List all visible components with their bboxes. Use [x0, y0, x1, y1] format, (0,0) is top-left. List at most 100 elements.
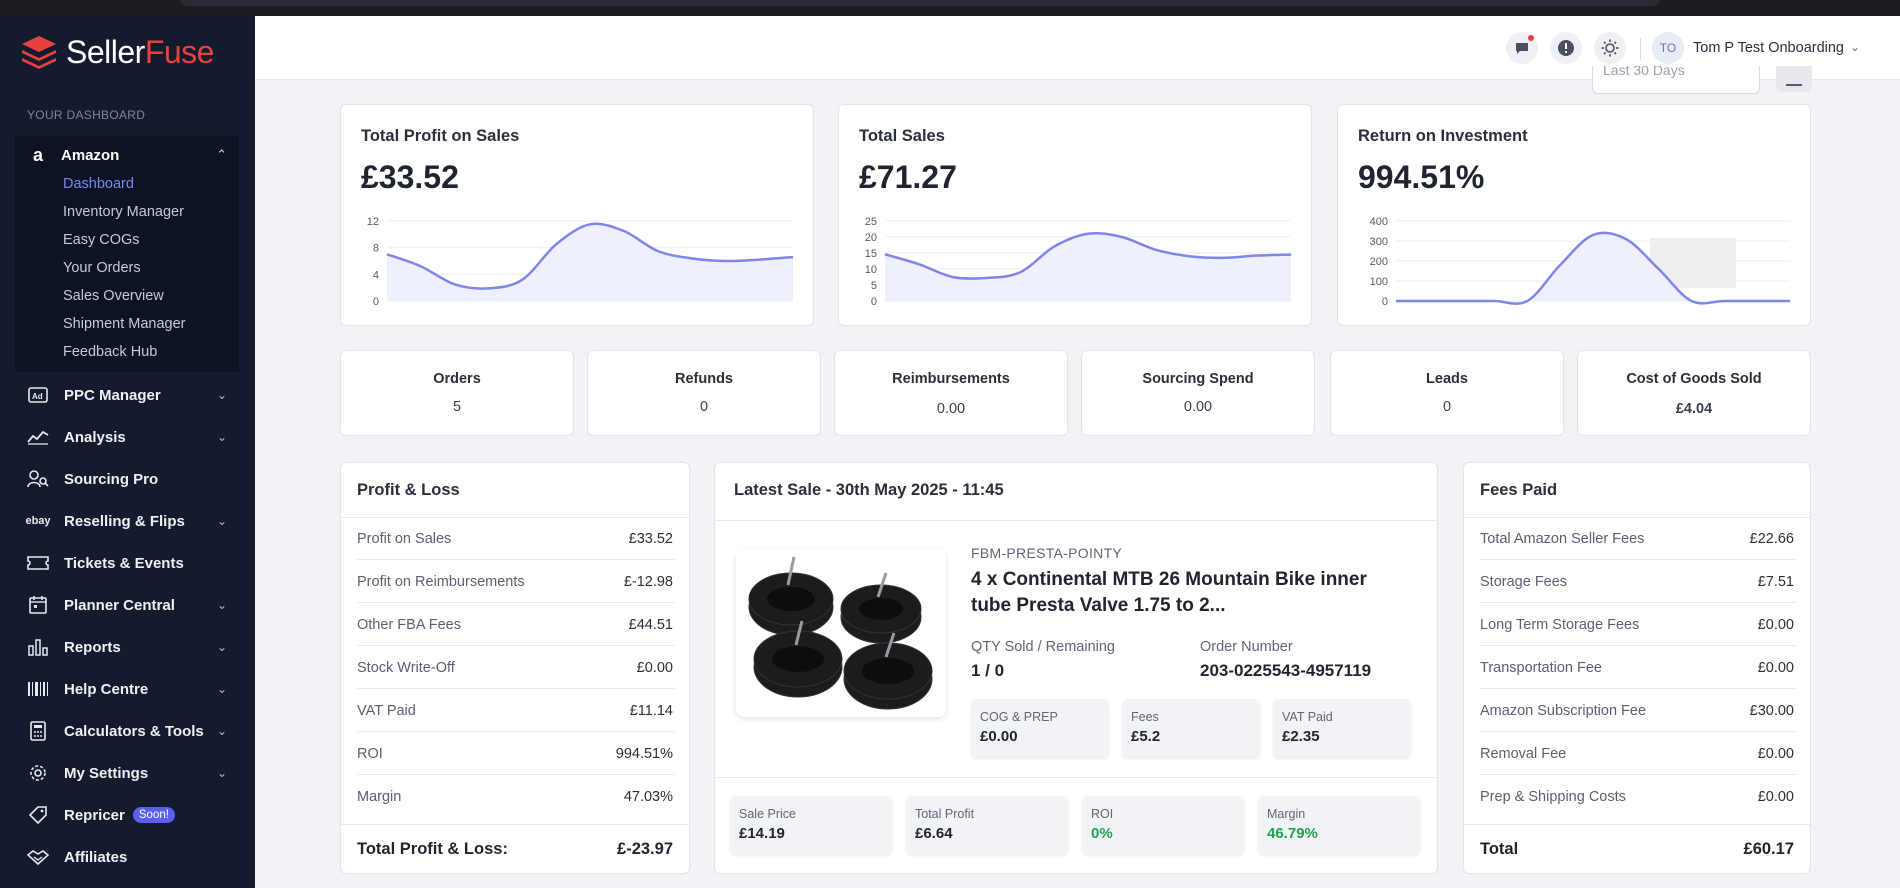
sidebar-item-repricer[interactable]: Repricer Soon! — [0, 796, 255, 834]
sidebar-item-reports[interactable]: Reports ⌄ — [0, 628, 255, 666]
y-tick-label: 10 — [865, 264, 877, 276]
user-name[interactable]: Tom P Test Onboarding — [1693, 40, 1844, 56]
top-header: TO Tom P Test Onboarding ⌄ — [255, 16, 1900, 80]
sidebar-subitem-inventory-manager[interactable]: Inventory Manager — [63, 204, 184, 220]
y-tick-label: 5 — [871, 280, 877, 292]
roi-chart-card: Return on Investment 994.51% 0 100 200 300 4… — [1337, 104, 1811, 326]
card-title: Total Sales — [859, 127, 945, 145]
roi-chart: 0 100 200 300 400 — [1370, 216, 1790, 308]
sidebar-item-help-centre[interactable]: Help Centre ⌄ — [0, 670, 255, 708]
sidebar-subitem-dashboard[interactable]: Dashboard — [63, 176, 134, 192]
card-value: 994.51% — [1358, 159, 1485, 195]
chevron-down-icon: ⌄ — [216, 514, 227, 528]
sidebar-item-tickets-events[interactable]: Tickets & Events — [0, 544, 255, 582]
chevron-down-icon: ⌄ — [216, 598, 227, 612]
calculator-icon — [26, 721, 50, 741]
gear-icon — [26, 763, 50, 783]
section-label: YOUR DASHBOARD — [27, 108, 146, 122]
avatar[interactable]: TO — [1652, 32, 1684, 64]
sidebar-item-amazon[interactable]: a Amazon ⌃ — [15, 136, 239, 174]
chevron-down-icon: ⌄ — [216, 430, 227, 444]
chevron-down-icon: ⌄ — [216, 682, 227, 696]
chevron-down-icon: ⌄ — [216, 766, 227, 780]
amazon-menu: a Amazon ⌃ Dashboard Inventory Manager E… — [15, 136, 239, 372]
y-tick-label: 8 — [373, 243, 379, 255]
product-name[interactable]: 4 x Continental MTB 26 Mountain Bike inn… — [971, 569, 1367, 616]
y-tick-label: 100 — [1370, 276, 1388, 288]
stat-refunds: Refunds 0 — [587, 350, 821, 436]
panel-title: Latest Sale - 30th May 2025 - 11:45 — [734, 481, 1004, 499]
sidebar-subitem-feedback-hub[interactable]: Feedback Hub — [63, 344, 158, 360]
y-tick-label: 0 — [871, 296, 877, 308]
qty-label: QTY Sold / Remaining — [971, 639, 1115, 655]
sidebar: SellerFuse YOUR DASHBOARD a Amazon ⌃ Das… — [0, 16, 255, 888]
alert-icon[interactable] — [1550, 32, 1582, 64]
cog-prep-box: COG & PREP £0.00 — [971, 699, 1109, 757]
barcode-icon — [26, 681, 50, 697]
chevron-down-icon: ⌄ — [216, 640, 227, 654]
stat-reimbursements: Reimbursements 0.00 — [834, 350, 1068, 436]
sidebar-item-analysis[interactable]: Analysis ⌄ — [0, 418, 255, 456]
margin-box: Margin 46.79% — [1258, 796, 1420, 854]
fees-paid-panel: Fees Paid Total Amazon Seller Fees £22.66… — [1463, 462, 1811, 874]
profit-chart: 0 4 8 12 — [367, 216, 794, 308]
chevron-down-icon: ⌄ — [216, 724, 227, 738]
fees-box: Fees £5.2 — [1122, 699, 1260, 757]
svg-text:Ad: Ad — [32, 392, 43, 401]
chevron-up-icon: ⌃ — [216, 147, 227, 162]
y-tick-label: 20 — [865, 232, 877, 244]
period-select[interactable]: Last 30 Days — [1592, 66, 1760, 94]
area-fill — [387, 223, 793, 301]
sidebar-subitem-shipment-manager[interactable]: Shipment Manager — [63, 316, 186, 332]
sidebar-subitem-easy-cogs[interactable]: Easy COGs — [63, 232, 140, 248]
product-image[interactable] — [736, 549, 946, 717]
logo-text: SellerFuse — [66, 33, 214, 70]
chevron-down-icon: ⌄ — [216, 388, 227, 402]
total-profit-box: Total Profit £6.64 — [906, 796, 1068, 854]
tag-icon — [26, 805, 50, 825]
chat-icon[interactable] — [1506, 32, 1538, 64]
order-number-value[interactable]: 203-0225543-4957119 — [1200, 661, 1372, 680]
y-tick-label: 12 — [367, 216, 379, 228]
product-sku: FBM-PRESTA-POINTY — [971, 545, 1123, 561]
users-search-icon — [26, 469, 50, 489]
chevron-down-icon[interactable]: ⌄ — [1850, 40, 1861, 54]
y-tick-label: 300 — [1370, 236, 1388, 248]
panel-title: Profit & Loss — [357, 481, 460, 499]
trend-icon — [26, 429, 50, 445]
soon-badge: Soon! — [132, 807, 175, 823]
sale-price-box: Sale Price £14.19 — [730, 796, 892, 854]
sidebar-item-affiliates[interactable]: Affiliates — [0, 838, 255, 876]
sidebar-subitem-sales-overview[interactable]: Sales Overview — [63, 288, 164, 304]
y-tick-label: 4 — [373, 269, 379, 281]
order-number-label: Order Number — [1200, 639, 1293, 655]
qty-value: 1 / 0 — [971, 661, 1005, 680]
stat-cogs: Cost of Goods Sold £4.04 — [1577, 350, 1811, 436]
latest-sale-panel: Latest Sale - 30th May 2025 - 11:45 — [714, 462, 1438, 874]
ticket-icon — [26, 555, 50, 571]
sidebar-item-calculators-tools[interactable]: Calculators & Tools ⌄ — [0, 712, 255, 750]
stack-logo-icon — [22, 36, 56, 69]
profit-loss-panel: Profit & Loss Profit on Sales £33.52 Prof… — [340, 462, 690, 874]
notification-dot — [1528, 35, 1534, 41]
bar-chart-icon — [26, 638, 50, 656]
card-value: £71.27 — [859, 159, 957, 195]
browser-strip — [0, 0, 1900, 16]
series-line — [1396, 231, 1790, 305]
y-tick-label: 15 — [865, 248, 877, 260]
card-value: £33.52 — [361, 159, 459, 195]
sidebar-item-reselling-flips[interactable]: ebay Reselling & Flips ⌄ — [25, 512, 227, 530]
menu-button[interactable] — [1776, 66, 1812, 92]
card-title: Return on Investment — [1358, 127, 1528, 145]
ebay-icon: ebay — [25, 515, 51, 527]
sidebar-item-my-settings[interactable]: My Settings ⌄ — [0, 754, 255, 792]
logo[interactable]: SellerFuse — [20, 32, 214, 72]
sidebar-item-planner-central[interactable]: Planner Central ⌄ — [0, 586, 255, 624]
sidebar-item-ppc-manager[interactable]: Ad PPC Manager ⌄ — [0, 376, 255, 414]
amazon-icon: a — [32, 144, 43, 165]
calendar-icon — [26, 595, 50, 615]
sidebar-item-sourcing-pro[interactable]: Sourcing Pro — [0, 460, 255, 498]
theme-toggle-icon[interactable] — [1594, 32, 1626, 64]
area-fill — [1396, 232, 1790, 304]
sidebar-subitem-your-orders[interactable]: Your Orders — [63, 260, 141, 276]
